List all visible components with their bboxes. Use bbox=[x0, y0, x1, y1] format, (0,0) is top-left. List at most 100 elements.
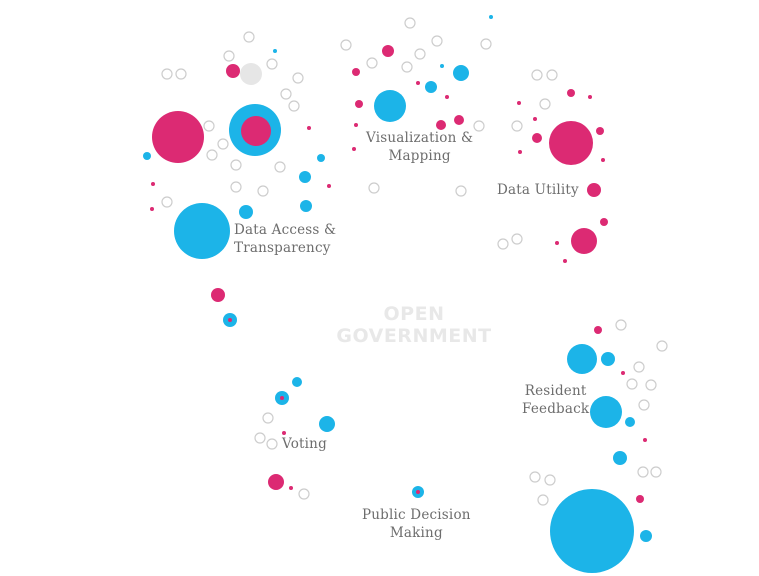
bubble-outline bbox=[292, 72, 304, 84]
bubble-pink bbox=[280, 396, 284, 400]
bubble-outline bbox=[340, 39, 352, 51]
label-public-decision-line1: Public Decision bbox=[362, 507, 471, 523]
bubble-outline bbox=[531, 69, 543, 81]
bubble-outline bbox=[266, 58, 278, 70]
bubble-pink bbox=[352, 68, 360, 76]
bubble-blue bbox=[319, 416, 335, 432]
bubble-pink bbox=[307, 126, 311, 130]
bubble-outline bbox=[175, 68, 187, 80]
bubble-blue bbox=[425, 81, 437, 93]
bubble-blue bbox=[550, 489, 634, 573]
bubble-blue bbox=[374, 90, 406, 122]
bubble-pink bbox=[533, 117, 537, 121]
bubble-outline bbox=[638, 399, 650, 411]
bubble-outline bbox=[298, 488, 310, 500]
label-data-utility-line1: Data Utility bbox=[497, 182, 579, 198]
bubble-outline bbox=[455, 185, 467, 197]
bubble-pink bbox=[354, 123, 358, 127]
bubble-pink bbox=[643, 438, 647, 442]
label-resident-feedback-line2: Feedback bbox=[522, 401, 590, 417]
bubble-pink bbox=[563, 259, 567, 263]
bubble-pink bbox=[241, 116, 271, 146]
bubble-outline bbox=[645, 379, 657, 391]
bubble-pink bbox=[226, 64, 240, 78]
bubble-outline bbox=[262, 412, 274, 424]
bubble-pink bbox=[327, 184, 331, 188]
bubble-blue bbox=[317, 154, 325, 162]
bubble-pink bbox=[282, 431, 286, 435]
bubble-outline bbox=[473, 120, 485, 132]
bubble-outline bbox=[546, 69, 558, 81]
bubble-pink bbox=[517, 101, 521, 105]
bubble-blue bbox=[292, 377, 302, 387]
bubble-pink bbox=[382, 45, 394, 57]
bubble-blue bbox=[567, 344, 597, 374]
bubble-pink bbox=[268, 474, 284, 490]
bubble-pink bbox=[151, 182, 155, 186]
bubble-outline bbox=[544, 474, 556, 486]
center-title-line1: OPEN bbox=[383, 303, 445, 325]
bubble-pink bbox=[588, 95, 592, 99]
bubble-outline bbox=[401, 61, 413, 73]
bubble-pink bbox=[587, 183, 601, 197]
bubble-outline bbox=[288, 100, 300, 112]
bubble-blue bbox=[613, 451, 627, 465]
label-visualization-line1: Visualization & bbox=[366, 130, 474, 146]
bubble-pink bbox=[571, 228, 597, 254]
bubble-pink bbox=[228, 318, 232, 322]
bubble-blue bbox=[300, 200, 312, 212]
bubble-pink bbox=[211, 288, 225, 302]
bubble-outline bbox=[243, 31, 255, 43]
bubble-outline bbox=[280, 88, 292, 100]
bubble-pink bbox=[289, 486, 293, 490]
bubble-pink bbox=[621, 371, 625, 375]
bubble-pink bbox=[152, 111, 204, 163]
bubble-grey bbox=[240, 63, 262, 85]
bubble-outline bbox=[539, 98, 551, 110]
bubble-outline bbox=[656, 340, 668, 352]
bubble-pink bbox=[549, 121, 593, 165]
bubble-outline bbox=[537, 494, 549, 506]
label-public-decision: Public Decision Making bbox=[362, 506, 471, 542]
label-voting: Voting bbox=[282, 435, 327, 453]
bubble-outline bbox=[266, 438, 278, 450]
bubble-outline bbox=[633, 361, 645, 373]
label-visualization-line2: Mapping bbox=[388, 148, 451, 164]
label-data-access: Data Access & Transparency bbox=[234, 221, 336, 257]
bubble-pink bbox=[352, 147, 356, 151]
bubble-outline bbox=[404, 17, 416, 29]
bubble-blue bbox=[489, 15, 493, 19]
bubble-pink bbox=[594, 326, 602, 334]
bubble-pink bbox=[636, 495, 644, 503]
bubble-outline bbox=[230, 159, 242, 171]
bubble-outline bbox=[480, 38, 492, 50]
bubble-blue bbox=[640, 530, 652, 542]
bubble-outline bbox=[637, 466, 649, 478]
bubble-blue bbox=[143, 152, 151, 160]
bubble-outline bbox=[366, 57, 378, 69]
bubble-pink bbox=[436, 120, 446, 130]
bubble-outline bbox=[230, 181, 242, 193]
bubble-outline bbox=[511, 233, 523, 245]
bubble-outline bbox=[274, 161, 286, 173]
bubble-pink bbox=[555, 241, 559, 245]
label-data-access-line1: Data Access & bbox=[234, 222, 337, 238]
bubble-outline bbox=[511, 120, 523, 132]
bubble-outline bbox=[254, 432, 266, 444]
bubble-outline bbox=[650, 466, 662, 478]
bubble-outline bbox=[257, 185, 269, 197]
bubble-blue bbox=[174, 203, 230, 259]
bubble-pink bbox=[454, 115, 464, 125]
bubble-outline bbox=[161, 196, 173, 208]
label-voting-line1: Voting bbox=[282, 436, 327, 452]
bubble-outline bbox=[223, 50, 235, 62]
bubble-pink bbox=[596, 127, 604, 135]
bubble-outline bbox=[431, 35, 443, 47]
bubble-outline bbox=[414, 48, 426, 60]
bubble-pink bbox=[600, 218, 608, 226]
label-resident-feedback-line1: Resident bbox=[524, 383, 587, 399]
bubble-pink bbox=[416, 490, 420, 494]
bubble-pink bbox=[567, 89, 575, 97]
bubble-outline bbox=[529, 471, 541, 483]
